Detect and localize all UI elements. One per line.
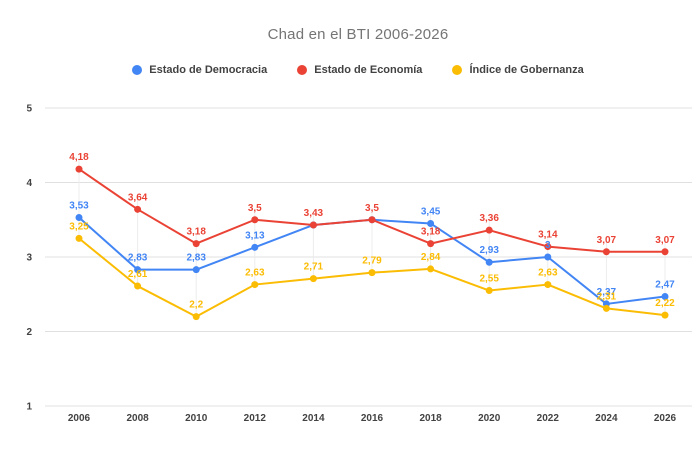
data-point[interactable] <box>602 248 610 256</box>
legend-dot-icon <box>297 65 308 75</box>
data-point[interactable] <box>427 265 435 273</box>
data-point[interactable] <box>309 221 317 229</box>
data-point[interactable] <box>544 281 552 289</box>
data-point-label: 2,2 <box>189 300 203 311</box>
data-point[interactable] <box>368 216 376 224</box>
data-point[interactable] <box>134 282 142 290</box>
data-point-label: 2,47 <box>655 279 675 290</box>
data-point[interactable] <box>602 304 610 312</box>
data-point-label: 3 <box>545 240 551 251</box>
data-point-label: 2,31 <box>597 291 617 302</box>
data-point-label: 3,14 <box>538 230 558 241</box>
x-axis-tick-label: 2024 <box>595 413 618 424</box>
y-axis-tick-label: 4 <box>26 178 32 189</box>
data-point-label: 2,83 <box>128 253 148 264</box>
data-point-label: 2,84 <box>421 252 441 263</box>
legend-dot-icon <box>132 65 143 75</box>
x-axis-tick-label: 2016 <box>361 413 384 424</box>
data-point-label: 3,13 <box>245 230 265 241</box>
data-point-label: 3,5 <box>365 203 379 214</box>
data-point[interactable] <box>192 240 200 248</box>
data-point[interactable] <box>134 205 142 213</box>
x-axis-tick-label: 2018 <box>419 413 442 424</box>
data-point[interactable] <box>75 165 83 173</box>
y-axis-tick-label: 3 <box>26 253 32 264</box>
data-point[interactable] <box>251 243 259 251</box>
x-axis-tick-label: 2012 <box>244 413 267 424</box>
data-point-label: 2,93 <box>479 245 499 256</box>
data-point[interactable] <box>485 258 493 266</box>
legend-item-label: Estado de Economía <box>314 64 423 76</box>
data-point[interactable] <box>427 240 435 248</box>
legend-dot-icon <box>452 65 463 75</box>
data-point-label: 3,25 <box>69 221 89 232</box>
data-point-label: 3,64 <box>128 192 148 203</box>
legend-item-0[interactable]: Estado de Democracia <box>132 64 267 76</box>
data-point[interactable] <box>661 292 669 300</box>
x-axis-tick-label: 2014 <box>302 413 325 424</box>
x-axis-tick-label: 2022 <box>537 413 560 424</box>
data-point[interactable] <box>251 216 259 224</box>
data-point-label: 3,45 <box>421 206 441 217</box>
data-point[interactable] <box>251 281 259 289</box>
y-axis-tick-label: 2 <box>26 327 32 338</box>
x-axis-tick-label: 2020 <box>478 413 501 424</box>
legend-item-2[interactable]: Índice de Gobernanza <box>452 64 584 76</box>
y-axis-tick-label: 1 <box>26 402 32 413</box>
data-point-label: 2,71 <box>304 262 324 273</box>
data-point-label: 3,07 <box>597 235 617 246</box>
x-axis-tick-label: 2006 <box>68 413 91 424</box>
data-point-label: 2,37 <box>597 287 617 298</box>
data-point[interactable] <box>544 243 552 251</box>
data-point[interactable] <box>485 287 493 295</box>
data-point[interactable] <box>427 219 435 227</box>
data-point[interactable] <box>134 266 142 274</box>
data-point[interactable] <box>485 226 493 234</box>
legend-item-1[interactable]: Estado de Economía <box>297 64 422 76</box>
data-point-label: 2,22 <box>655 298 675 309</box>
data-point[interactable] <box>309 275 317 283</box>
data-point[interactable] <box>544 253 552 261</box>
data-point-label: 2,79 <box>362 256 382 267</box>
chart-legend: Estado de Democracia Estado de Economía Ín… <box>0 61 700 79</box>
x-axis-tick-label: 2026 <box>654 413 677 424</box>
x-axis-tick-label: 2008 <box>126 413 149 424</box>
data-point-label: 2,61 <box>128 269 148 280</box>
x-axis-tick-label: 2010 <box>185 413 208 424</box>
data-point[interactable] <box>368 269 376 277</box>
data-point-label: 3,43 <box>304 208 324 219</box>
data-point[interactable] <box>192 266 200 274</box>
legend-item-label: Estado de Democracia <box>149 64 268 76</box>
data-point-label: 3,07 <box>655 235 675 246</box>
data-point-label: 3,53 <box>69 201 89 212</box>
data-point-label: 2,83 <box>186 253 206 264</box>
data-point-label: 2,63 <box>538 268 558 279</box>
data-point[interactable] <box>661 248 669 256</box>
legend-item-label: Índice de Gobernanza <box>469 64 584 76</box>
data-point[interactable] <box>661 311 669 319</box>
data-point[interactable] <box>75 214 83 222</box>
data-point-label: 3,18 <box>186 227 206 238</box>
data-point-label: 4,18 <box>69 152 89 163</box>
data-point[interactable] <box>192 313 200 321</box>
data-point-label: 2,63 <box>245 268 265 279</box>
data-point[interactable] <box>75 234 83 242</box>
data-point-label: 3,5 <box>248 203 262 214</box>
chart-title: Chad en el BTI 2006-2026 <box>267 26 449 43</box>
data-point-label: 2,55 <box>479 274 499 285</box>
data-point-label: 3,36 <box>479 213 499 224</box>
data-point-label: 3,18 <box>421 227 441 238</box>
y-axis-tick-label: 5 <box>26 104 32 115</box>
